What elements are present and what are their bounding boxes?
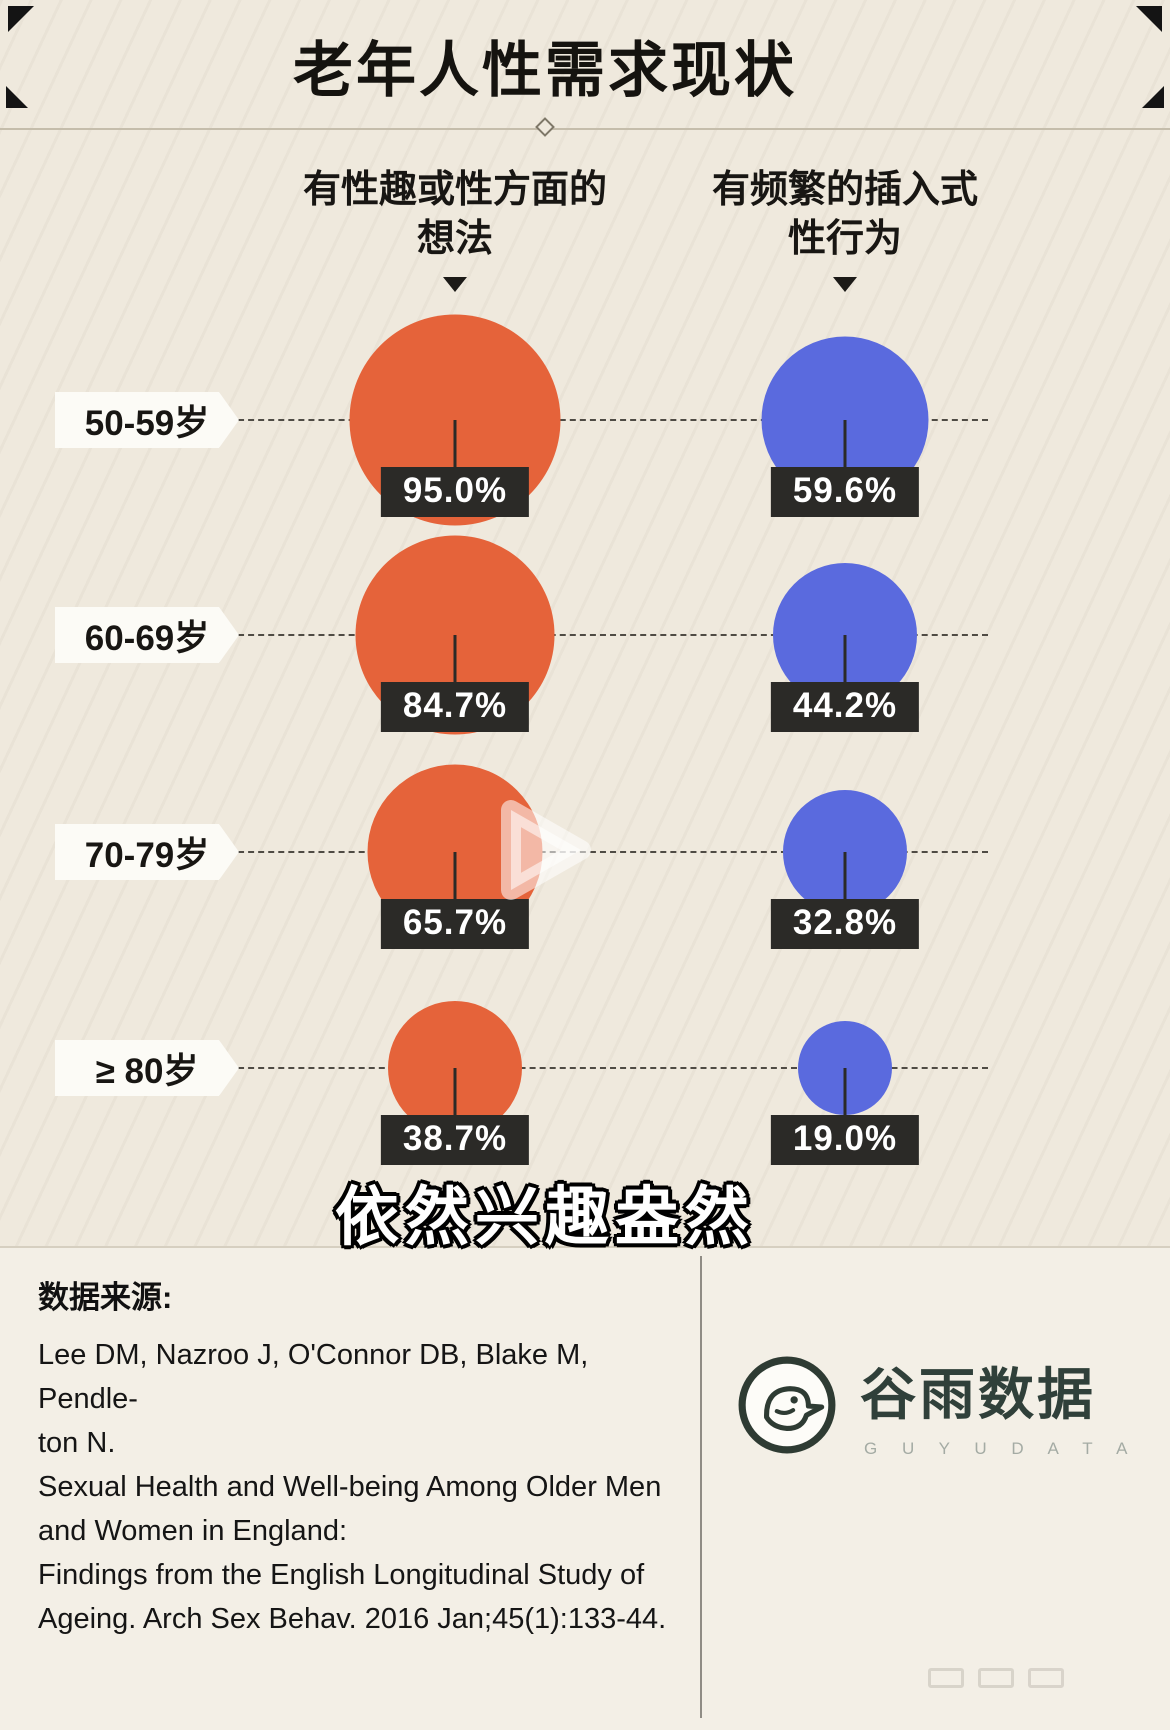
value-stem	[843, 420, 847, 470]
play-button-icon[interactable]	[487, 792, 603, 908]
footer-divider	[700, 1256, 702, 1718]
data-source-block: 数据来源: Lee DM, Nazroo J, O'Connor DB, Bla…	[38, 1272, 678, 1641]
title-divider-line	[0, 128, 1170, 130]
value-label-behavior-50-59: 59.6%	[770, 467, 920, 517]
age-tag-50-59: 50-59岁	[55, 392, 239, 448]
value-label-interest-60-69: 84.7%	[380, 682, 530, 732]
column-header-line2: 想法	[416, 218, 493, 260]
age-tag-label: 70-79岁	[84, 835, 210, 875]
age-tag-70-79: 70-79岁	[55, 824, 239, 880]
corner-mark-top-right	[1136, 6, 1162, 32]
reference-line: ton N.	[38, 1427, 116, 1459]
column-header-sexual-interest: 有性趣或性方面的 想法	[255, 166, 655, 292]
value-stem	[453, 635, 457, 685]
page-title: 老年人性需求现状	[293, 37, 797, 104]
value-label-behavior-80-plus: 19.0%	[770, 1115, 920, 1165]
data-source-label: 数据来源:	[38, 1280, 173, 1315]
guide-dashed-line	[228, 1067, 988, 1069]
footer: 数据来源: Lee DM, Nazroo J, O'Connor DB, Bla…	[0, 1246, 1170, 1730]
value-stem	[843, 1068, 847, 1118]
column-header-line1: 有频繁的插入式	[711, 169, 978, 211]
logo-latin-name: G U Y U D A T A	[864, 1439, 1138, 1458]
value-stem	[843, 852, 847, 902]
value-stem	[453, 420, 457, 470]
value-label-interest-50-59: 95.0%	[380, 467, 530, 517]
logo-text-block: 谷雨数据 G U Y U D A T A	[860, 1350, 1137, 1459]
logo-name: 谷雨数据	[860, 1365, 1096, 1427]
bird-logo-icon	[738, 1356, 836, 1453]
corner-mark-right-second	[1142, 86, 1164, 108]
diamond-ornament	[535, 117, 555, 137]
column-header-penetrative-behavior: 有频繁的插入式 性行为	[645, 166, 1045, 292]
reference-line: Findings from the English Longitudinal S…	[38, 1559, 645, 1591]
reference-line: Lee DM, Nazroo J, O'Connor DB, Blake M, …	[38, 1339, 589, 1415]
video-caption: 依然兴趣盎然	[335, 1181, 755, 1253]
column-header-line1: 有性趣或性方面的	[302, 169, 607, 211]
value-label-behavior-60-69: 44.2%	[770, 682, 920, 732]
age-tag-60-69: 60-69岁	[55, 607, 239, 663]
column-header-line2: 性行为	[787, 218, 902, 260]
guide-dashed-line	[228, 634, 988, 636]
value-stem	[843, 635, 847, 685]
arrow-down-icon	[833, 277, 857, 292]
watermark-marks	[928, 1668, 1064, 1688]
age-tag-label: ≥ 80岁	[95, 1051, 199, 1091]
reference-line: Sexual Health and Well-being Among Older…	[38, 1471, 662, 1503]
guide-dashed-line	[228, 419, 988, 421]
value-stem	[453, 852, 457, 902]
value-label-interest-80-plus: 38.7%	[380, 1115, 530, 1165]
guyu-data-logo: 谷雨数据 G U Y U D A T A	[736, 1350, 1137, 1459]
reference-line: Ageing. Arch Sex Behav. 2016 Jan;45(1):1…	[38, 1603, 667, 1635]
value-stem	[453, 1068, 457, 1118]
age-tag-label: 60-69岁	[84, 618, 210, 658]
age-tag-80-plus: ≥ 80岁	[55, 1040, 239, 1096]
value-label-interest-70-79: 65.7%	[380, 899, 530, 949]
guide-dashed-line	[228, 851, 988, 853]
age-tag-label: 50-59岁	[84, 403, 210, 443]
arrow-down-icon	[443, 277, 467, 292]
reference-line: and Women in England:	[38, 1515, 348, 1547]
value-label-behavior-70-79: 32.8%	[770, 899, 920, 949]
